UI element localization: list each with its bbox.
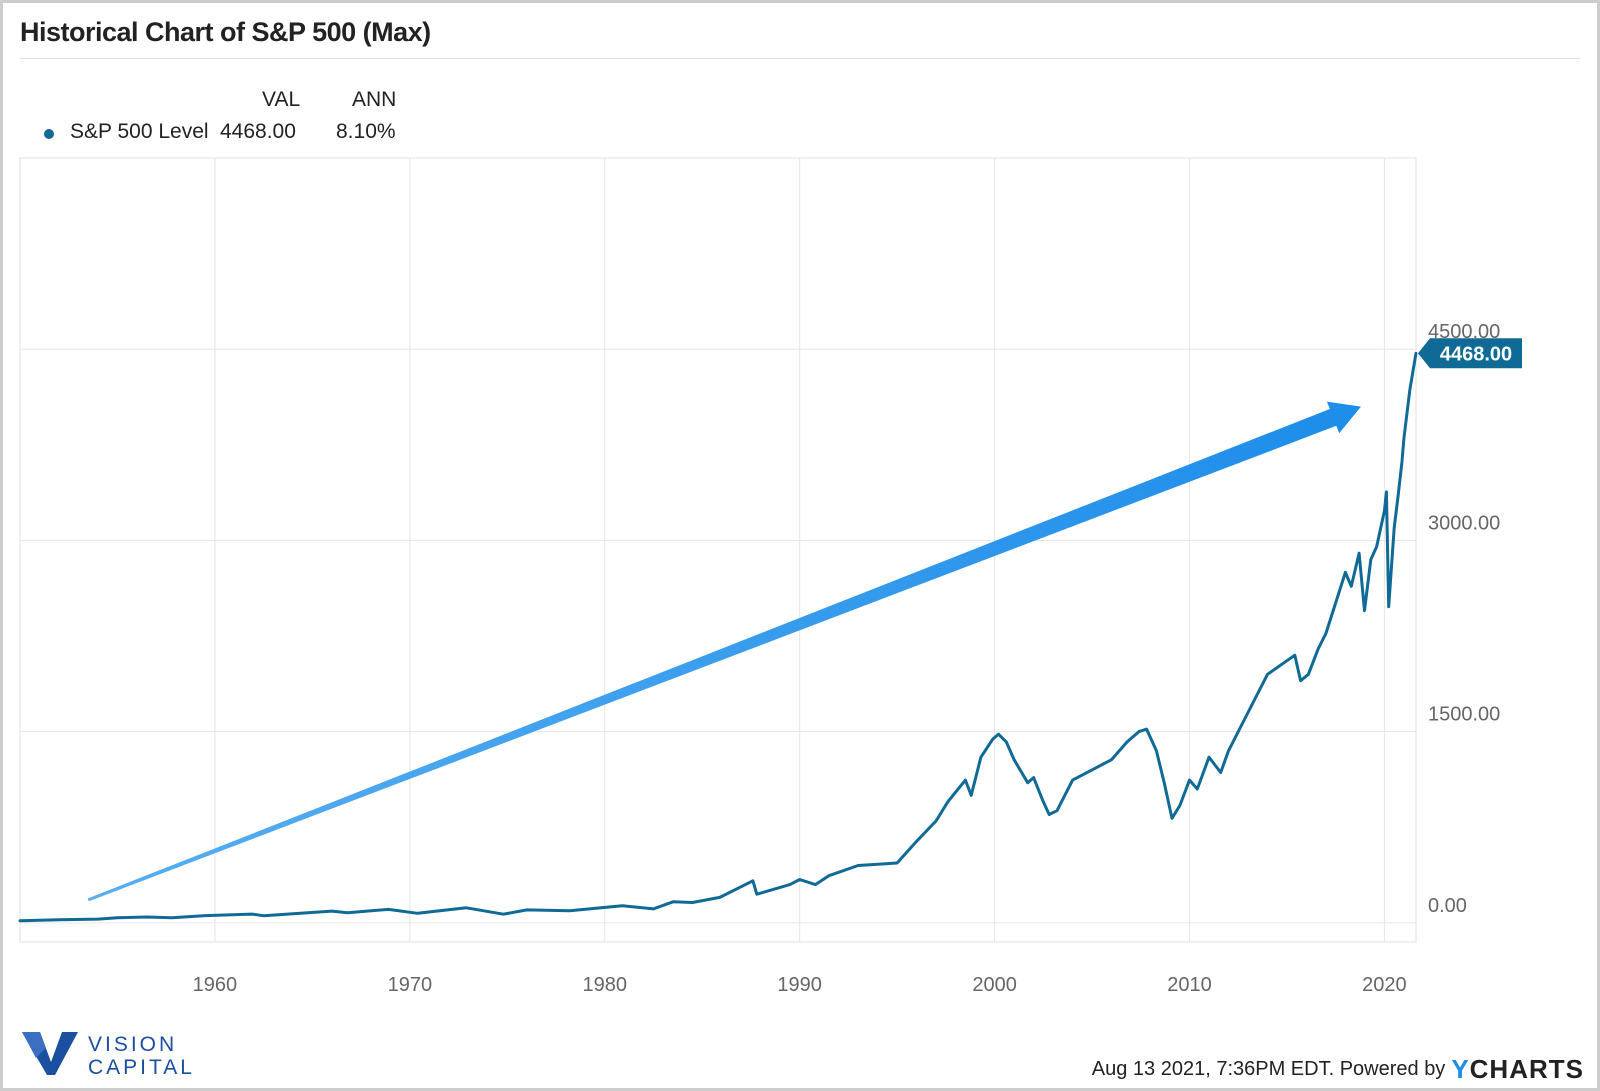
legend-series-dot [44, 129, 54, 139]
last-value-badge [1418, 338, 1522, 369]
vision-capital-logo: VISION CAPITAL [22, 1028, 222, 1079]
y-tick-label-3000: 3000.00 [1428, 512, 1500, 534]
legend-series-val: 4468.00 [220, 120, 296, 143]
vision-capital-mark-icon: VISION CAPITAL [22, 1032, 195, 1079]
x-tick-label-2010: 2010 [1167, 974, 1212, 996]
chart-title: Historical Chart of S&P 500 (Max) [20, 17, 431, 47]
y-tick-label-1500: 1500.00 [1428, 704, 1500, 726]
ycharts-logo-y: Y [1451, 1054, 1470, 1084]
y-tick-label-0: 0.00 [1428, 895, 1467, 917]
legend-header-ann: ANN [352, 88, 397, 111]
ycharts-logo-text: CHARTS [1469, 1054, 1584, 1084]
footer-timestamp: Aug 13 2021, 7:36PM EDT. Powered by [1091, 1058, 1446, 1080]
series-line-sp500 [18, 351, 1418, 923]
ycharts-logo[interactable]: YCHARTS [1451, 1054, 1584, 1085]
x-tick-label-1980: 1980 [583, 974, 628, 996]
title-divider [20, 58, 1580, 59]
brand-line-2: CAPITAL [88, 1056, 195, 1078]
legend-series-name[interactable]: S&P 500 Level [70, 120, 209, 143]
x-tick-label-2020: 2020 [1362, 974, 1407, 996]
brand-line-1: VISION [88, 1033, 177, 1056]
y-tick-label-4500: 4500.00 [1428, 321, 1500, 343]
x-tick-label-1970: 1970 [388, 974, 433, 996]
legend-series-ann: 8.10% [336, 120, 396, 143]
footer: Aug 13 2021, 7:36PM EDT. Powered by YCHA… [1092, 1054, 1584, 1085]
x-tick-label-2000: 2000 [972, 974, 1017, 996]
legend-header-val: VAL [262, 88, 301, 111]
x-tick-label-1990: 1990 [777, 974, 822, 996]
last-value-badge-label: 4468.00 [1440, 343, 1512, 365]
trend-arrow-icon [87, 401, 1362, 902]
x-tick-label-1960: 1960 [193, 974, 238, 996]
plot-area-border [19, 157, 1417, 943]
